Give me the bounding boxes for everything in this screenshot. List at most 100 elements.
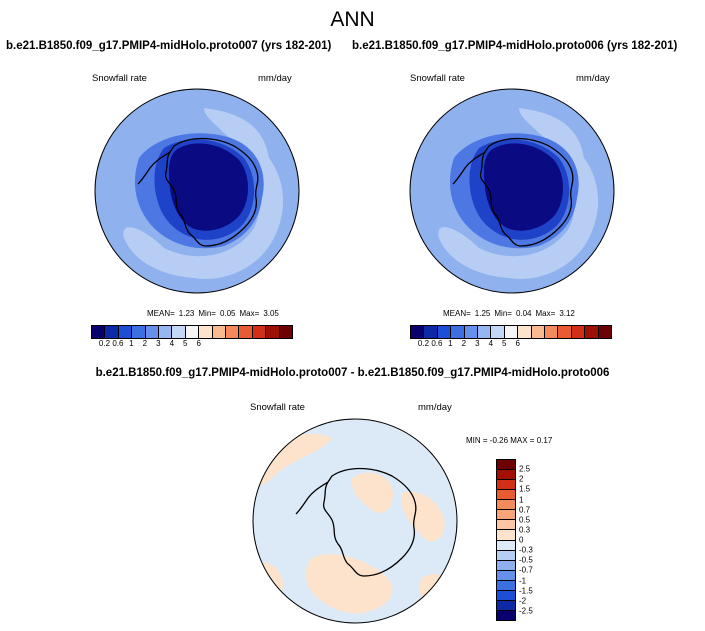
colorbar-tick-label: 1	[129, 339, 134, 348]
right-panel-variable-label: Snowfall rate	[410, 73, 465, 84]
left-mean-value: 1.23	[178, 309, 195, 318]
figure-title: ANN	[330, 8, 375, 31]
left-panel-variable-label: Snowfall rate	[92, 73, 147, 84]
colorbar-tick-label: -2	[519, 596, 527, 606]
right-panel-case-title: b.e21.B1850.f09_g17.PMIP4-midHolo.proto0…	[352, 40, 678, 52]
colorbar-tick-label: 5	[502, 339, 507, 348]
left-colorbar-labels: 0.2 0.6 1 2 3 4 5 6	[91, 339, 293, 349]
right-colorbar: 0.2 0.6 1 2 3 4 5 6	[410, 325, 612, 349]
diff-panel-case-title: b.e21.B1850.f09_g17.PMIP4-midHolo.proto0…	[95, 367, 610, 379]
left-polar-map	[94, 88, 300, 294]
right-min-value: 0.04	[515, 309, 532, 318]
right-map-antarctic-core	[483, 143, 564, 231]
right-mean-value: 1.25	[474, 309, 491, 318]
colorbar-swatch	[145, 326, 160, 338]
diff-panel-variable-label: Snowfall rate	[250, 402, 305, 413]
colorbar-swatch	[239, 326, 253, 338]
right-max-value: 3.12	[559, 309, 575, 318]
colorbar-swatch	[497, 590, 515, 601]
colorbar-swatch	[598, 326, 612, 338]
colorbar-swatch	[118, 326, 133, 338]
colorbar-swatch	[437, 326, 452, 338]
colorbar-swatch	[497, 470, 515, 481]
colorbar-swatch	[531, 326, 546, 338]
right-colorbar-swatches	[410, 325, 612, 339]
left-max-value: 3.05	[263, 309, 279, 318]
colorbar-tick-label: 1	[448, 339, 453, 348]
colorbar-swatch	[497, 550, 515, 561]
diff-polar-map	[252, 418, 458, 624]
colorbar-swatch	[185, 326, 200, 338]
colorbar-swatch	[545, 326, 559, 338]
diff-map-positive-patch	[401, 491, 445, 542]
diff-map-field	[253, 419, 457, 623]
left-map-coastline	[137, 137, 259, 247]
left-min-label: Min=	[198, 309, 216, 318]
left-panel-case-title: b.e21.B1850.f09_g17.PMIP4-midHolo.proto0…	[6, 40, 332, 52]
colorbar-tick-label: 2	[142, 339, 148, 348]
diff-colorbar: 2.5 2 1.5 1 0.7 0.5 0.3 0 -0.3 -0.5 -0.7 -1 -1.5 -2 -2…	[496, 459, 549, 621]
right-panel-units-label: mm/day	[576, 73, 610, 84]
colorbar-tick-label: 0.2	[417, 339, 430, 348]
colorbar-tick-label: 0.3	[519, 525, 531, 535]
diff-colorbar-labels: 2.5 2 1.5 1 0.7 0.5 0.3 0 -0.3 -0.5 -0.7 -1 -1.5 -2 -2…	[519, 459, 549, 621]
right-polar-map	[409, 88, 615, 294]
colorbar-swatch	[279, 326, 293, 338]
colorbar-swatch	[266, 326, 280, 338]
left-map-antarctic-core	[168, 143, 249, 231]
colorbar-swatch	[159, 326, 173, 338]
colorbar-swatch	[497, 560, 515, 571]
colorbar-tick-label: 6	[515, 339, 520, 348]
colorbar-tick-label: -0.5	[519, 555, 533, 565]
left-colorbar: 0.2 0.6 1 2 3 4 5 6	[91, 325, 293, 349]
colorbar-swatch	[497, 520, 515, 531]
colorbar-swatch	[212, 326, 227, 338]
right-mean-label: MEAN=	[443, 309, 471, 318]
colorbar-tick-label: 2.5	[519, 464, 531, 474]
colorbar-swatch	[497, 580, 515, 591]
right-colorbar-labels: 0.2 0.6 1 2 3 4 5 6	[410, 339, 612, 349]
colorbar-swatch	[585, 326, 599, 338]
colorbar-tick-label: -1.5	[519, 586, 533, 596]
right-max-label: Max=	[535, 309, 556, 318]
colorbar-swatch	[497, 530, 515, 541]
colorbar-swatch	[424, 326, 438, 338]
colorbar-tick-label: 0.5	[519, 515, 531, 525]
colorbar-swatch	[497, 570, 515, 581]
colorbar-swatch	[497, 480, 515, 491]
colorbar-swatch	[497, 510, 515, 521]
colorbar-swatch	[497, 500, 515, 511]
colorbar-tick-label: -0.3	[519, 545, 533, 555]
colorbar-swatch	[464, 326, 479, 338]
right-min-label: Min=	[494, 309, 512, 318]
colorbar-tick-label: 2	[461, 339, 467, 348]
colorbar-swatch	[172, 326, 186, 338]
colorbar-swatch	[451, 326, 465, 338]
colorbar-tick-label: 5	[183, 339, 188, 348]
colorbar-tick-label: -0.7	[519, 565, 533, 575]
colorbar-tick-label: 0.7	[519, 505, 531, 515]
colorbar-tick-label: 0.6	[112, 339, 124, 348]
colorbar-swatch	[558, 326, 572, 338]
left-panel-stats: MEAN= 1.23 Min= 0.05 Max= 3.05	[147, 309, 283, 318]
colorbar-swatch	[105, 326, 119, 338]
colorbar-tick-label: 6	[196, 339, 201, 348]
colorbar-tick-label: 4	[488, 339, 494, 348]
diff-map-positive-patch	[305, 553, 393, 614]
diff-panel-units-label: mm/day	[418, 402, 452, 413]
right-map-coastline	[452, 137, 574, 247]
left-min-value: 0.05	[219, 309, 236, 318]
colorbar-tick-label: 2	[519, 474, 524, 484]
colorbar-swatch	[478, 326, 492, 338]
left-mean-label: MEAN=	[147, 309, 175, 318]
colorbar-swatch	[132, 326, 146, 338]
colorbar-swatch	[571, 326, 586, 338]
left-max-label: Max=	[239, 309, 260, 318]
colorbar-swatch	[497, 540, 515, 551]
colorbar-swatch	[411, 326, 425, 338]
colorbar-swatch	[199, 326, 213, 338]
colorbar-tick-label: -2.5	[519, 606, 533, 616]
left-panel-units-label: mm/day	[258, 73, 292, 84]
colorbar-swatch	[92, 326, 106, 338]
colorbar-tick-label: 0	[519, 535, 524, 545]
